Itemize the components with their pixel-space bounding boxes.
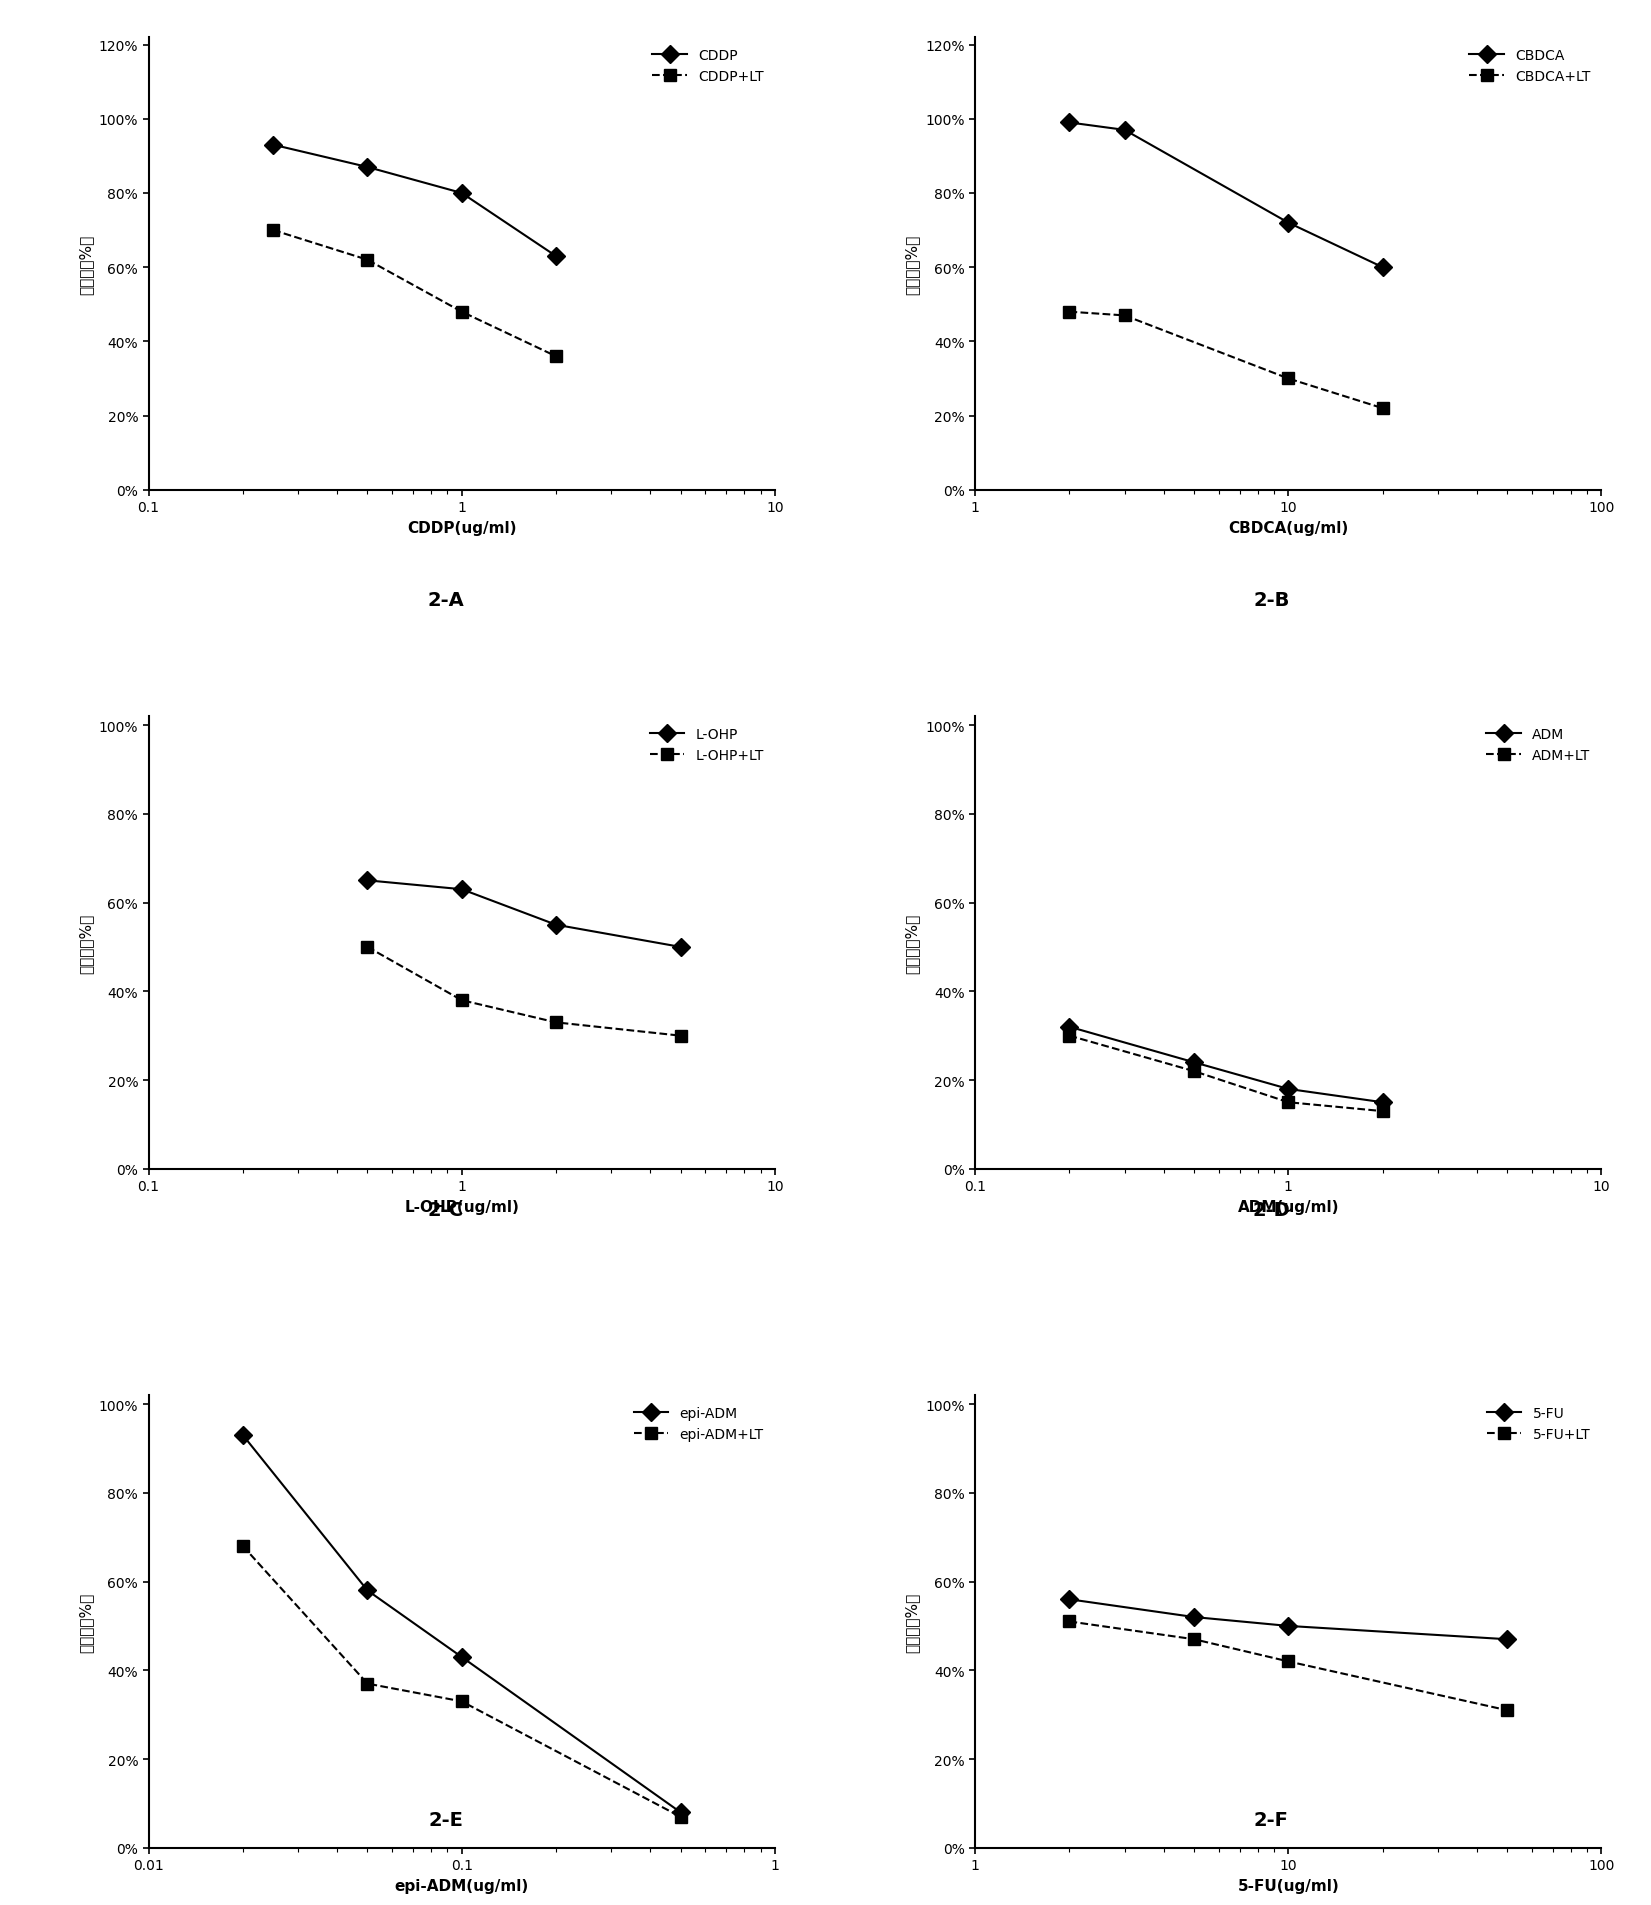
X-axis label: epi-ADM(ug/ml): epi-ADM(ug/ml)	[395, 1878, 528, 1894]
CDDP+LT	[452, 301, 472, 324]
epi-ADM+LT	[233, 1535, 253, 1558]
Y-axis label: 存活率（%）: 存活率（%）	[905, 1591, 920, 1652]
Line: L-OHP+LT: L-OHP+LT	[362, 941, 687, 1042]
CDDP	[263, 133, 282, 156]
L-OHP	[670, 935, 690, 958]
CDDP	[452, 183, 472, 206]
Legend: CBDCA, CBDCA+LT: CBDCA, CBDCA+LT	[1464, 46, 1595, 88]
X-axis label: CBDCA(ug/ml): CBDCA(ug/ml)	[1228, 520, 1349, 535]
CBDCA+LT	[1060, 301, 1080, 324]
X-axis label: L-OHP(ug/ml): L-OHP(ug/ml)	[404, 1198, 518, 1213]
Line: ADM+LT: ADM+LT	[1063, 1031, 1388, 1118]
ADM+LT	[1060, 1025, 1080, 1048]
Line: epi-ADM: epi-ADM	[236, 1429, 687, 1819]
5-FU	[1278, 1615, 1298, 1638]
Line: epi-ADM+LT: epi-ADM+LT	[236, 1539, 687, 1823]
L-OHP+LT	[452, 989, 472, 1012]
L-OHP	[452, 878, 472, 901]
Legend: 5-FU, 5-FU+LT: 5-FU, 5-FU+LT	[1483, 1402, 1595, 1446]
Legend: epi-ADM, epi-ADM+LT: epi-ADM, epi-ADM+LT	[629, 1402, 768, 1446]
Text: 2-C: 2-C	[428, 1200, 464, 1219]
CBDCA+LT	[1278, 368, 1298, 391]
Legend: CDDP, CDDP+LT: CDDP, CDDP+LT	[649, 46, 768, 88]
epi-ADM+LT	[670, 1806, 690, 1829]
CBDCA	[1278, 211, 1298, 234]
L-OHP+LT	[546, 1012, 566, 1034]
Y-axis label: 存活率（%）: 存活率（%）	[905, 912, 920, 973]
Y-axis label: 存活率（%）: 存活率（%）	[78, 1591, 92, 1652]
CBDCA	[1114, 120, 1134, 143]
Y-axis label: 存活率（%）: 存活率（%）	[905, 234, 920, 295]
L-OHP	[358, 869, 378, 892]
CDDP+LT	[546, 345, 566, 368]
Y-axis label: 存活率（%）: 存活率（%）	[78, 234, 92, 295]
epi-ADM	[358, 1579, 378, 1602]
CDDP	[358, 156, 378, 179]
5-FU	[1060, 1589, 1080, 1612]
Text: 2-D: 2-D	[1253, 1200, 1289, 1219]
CDDP+LT	[358, 250, 378, 272]
epi-ADM	[233, 1423, 253, 1446]
ADM+LT	[1278, 1092, 1298, 1114]
Line: 5-FU+LT: 5-FU+LT	[1063, 1615, 1514, 1716]
ADM	[1278, 1078, 1298, 1101]
Line: ADM: ADM	[1063, 1021, 1388, 1109]
Legend: L-OHP, L-OHP+LT: L-OHP, L-OHP+LT	[646, 724, 768, 768]
Text: 2-B: 2-B	[1253, 591, 1289, 610]
ADM+LT	[1372, 1099, 1392, 1122]
Line: 5-FU: 5-FU	[1063, 1593, 1514, 1646]
5-FU+LT	[1184, 1629, 1204, 1652]
Line: CBDCA+LT: CBDCA+LT	[1063, 307, 1388, 415]
ADM	[1060, 1015, 1080, 1038]
Line: CDDP: CDDP	[267, 139, 563, 263]
Y-axis label: 存活率（%）: 存活率（%）	[78, 912, 92, 973]
CBDCA+LT	[1114, 305, 1134, 328]
L-OHP+LT	[670, 1025, 690, 1048]
X-axis label: CDDP(ug/ml): CDDP(ug/ml)	[406, 520, 517, 535]
X-axis label: 5-FU(ug/ml): 5-FU(ug/ml)	[1238, 1878, 1339, 1894]
ADM+LT	[1184, 1061, 1204, 1084]
CDDP	[546, 246, 566, 269]
epi-ADM	[452, 1646, 472, 1669]
ADM	[1372, 1092, 1392, 1114]
CBDCA	[1060, 112, 1080, 135]
L-OHP+LT	[358, 935, 378, 958]
5-FU+LT	[1278, 1650, 1298, 1673]
Legend: ADM, ADM+LT: ADM, ADM+LT	[1483, 724, 1595, 768]
5-FU+LT	[1060, 1610, 1080, 1633]
epi-ADM+LT	[452, 1690, 472, 1713]
Text: 2-F: 2-F	[1253, 1810, 1289, 1829]
epi-ADM	[670, 1800, 690, 1823]
L-OHP	[546, 914, 566, 937]
ADM	[1184, 1052, 1204, 1074]
Text: 2-A: 2-A	[428, 591, 464, 610]
Text: 2-E: 2-E	[428, 1810, 464, 1829]
5-FU	[1497, 1629, 1517, 1652]
5-FU	[1184, 1606, 1204, 1629]
5-FU+LT	[1497, 1699, 1517, 1722]
CBDCA+LT	[1372, 398, 1392, 421]
epi-ADM+LT	[358, 1673, 378, 1695]
CBDCA	[1372, 257, 1392, 280]
X-axis label: ADM(ug/ml): ADM(ug/ml)	[1238, 1198, 1339, 1213]
Line: CDDP+LT: CDDP+LT	[267, 225, 563, 364]
CDDP+LT	[263, 219, 282, 242]
Line: L-OHP: L-OHP	[362, 874, 687, 954]
Line: CBDCA: CBDCA	[1063, 116, 1388, 274]
